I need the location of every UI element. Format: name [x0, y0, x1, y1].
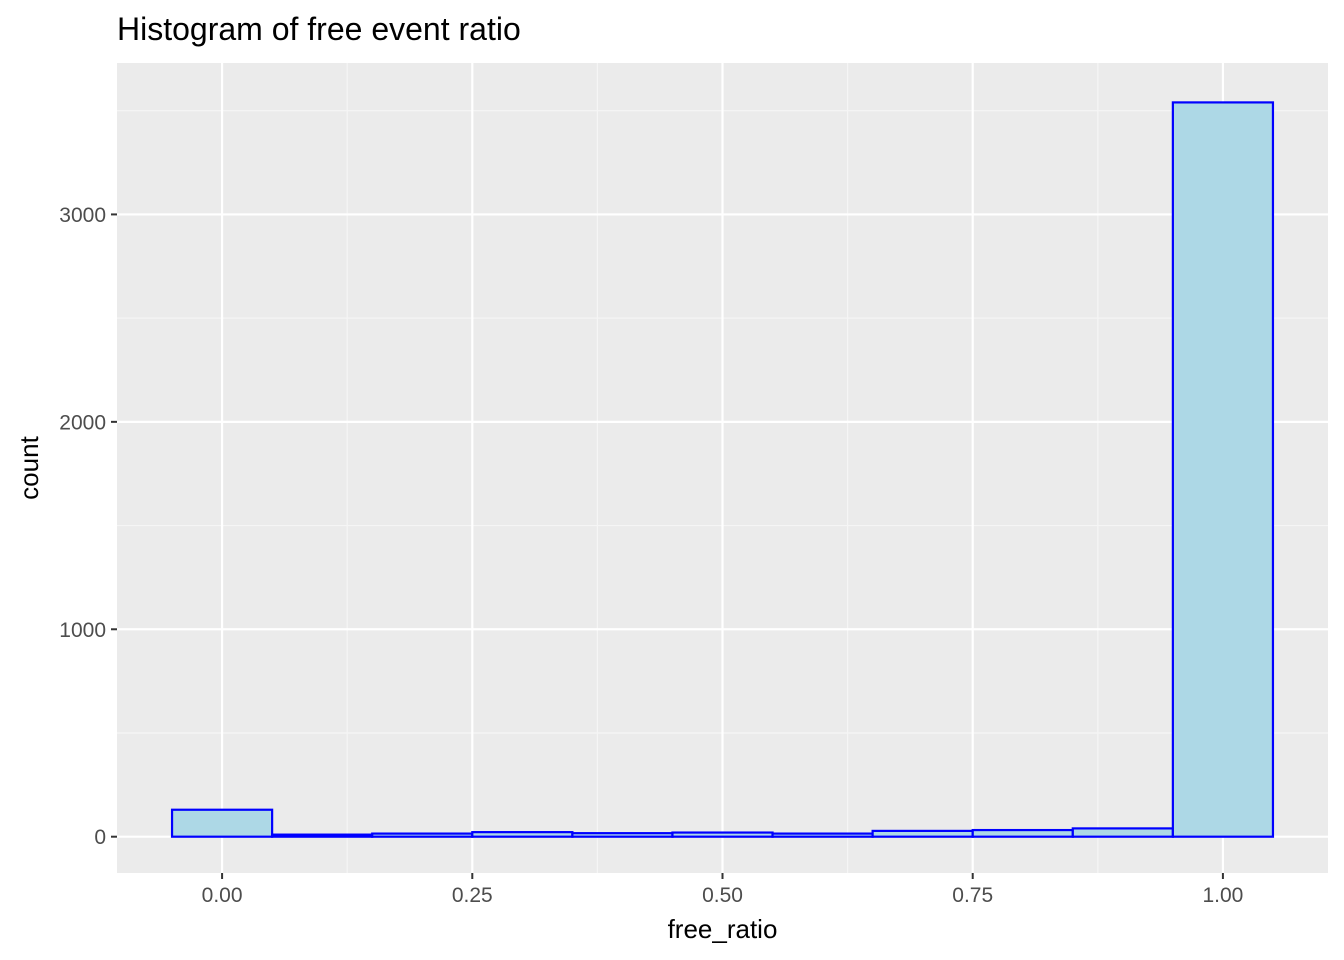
- histogram-bar: [471, 831, 574, 838]
- x-axis: 0.00 0.25 0.50 0.75 1.00: [202, 873, 1243, 907]
- histogram-bar: [371, 832, 474, 838]
- histogram-bar: [1071, 827, 1174, 838]
- y-tick-label: 2000: [59, 411, 106, 434]
- x-tick-label: 1.00: [1202, 884, 1243, 907]
- x-tick-label: 0.25: [452, 884, 493, 907]
- histogram-bar: [871, 829, 974, 838]
- histogram-bars: [170, 101, 1275, 838]
- y-tick-label: 3000: [59, 204, 106, 227]
- histogram-bar: [1171, 101, 1275, 838]
- x-tick-label: 0.00: [202, 884, 243, 907]
- chart-title: Histogram of free event ratio: [117, 11, 521, 47]
- y-axis-title: count: [14, 435, 44, 499]
- y-tick-label: 0: [94, 826, 106, 849]
- x-axis-title: free_ratio: [668, 914, 778, 944]
- histogram-bar: [571, 832, 674, 838]
- y-tick-label: 1000: [59, 619, 106, 642]
- x-tick-label: 0.75: [952, 884, 993, 907]
- y-axis: 0 1000 2000 3000: [59, 204, 117, 849]
- histogram-bar: [170, 808, 274, 838]
- histogram-bar: [271, 833, 374, 838]
- histogram-bar: [671, 831, 774, 838]
- histogram-bar: [771, 832, 874, 838]
- histogram-bar: [971, 828, 1074, 838]
- x-tick-label: 0.50: [702, 884, 743, 907]
